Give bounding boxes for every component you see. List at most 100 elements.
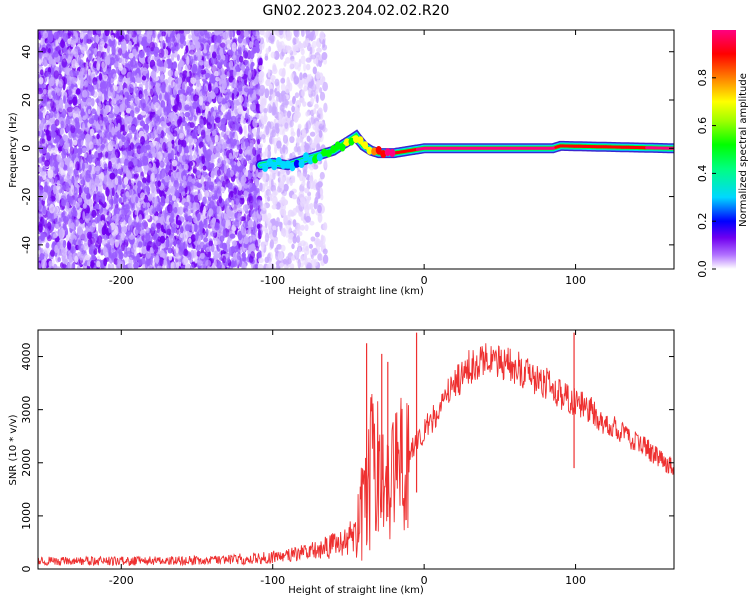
heatmap-cell bbox=[174, 70, 179, 77]
heatmap-cell bbox=[199, 252, 205, 260]
heatmap-cell bbox=[167, 30, 171, 38]
heatmap-cell bbox=[213, 42, 219, 50]
heatmap-cell bbox=[98, 103, 102, 109]
heatmap-cell bbox=[213, 123, 217, 129]
heatmap-cell bbox=[176, 54, 180, 62]
heatmap-cell bbox=[211, 129, 217, 136]
heatmap-cell bbox=[173, 61, 177, 68]
heatmap-cell bbox=[91, 135, 98, 145]
heatmap-cell bbox=[184, 30, 191, 35]
heatmap-cell bbox=[160, 195, 165, 206]
heatmap-cell bbox=[175, 197, 181, 203]
heatmap-cell bbox=[91, 108, 97, 115]
heatmap-cell bbox=[255, 232, 259, 239]
heatmap-cell bbox=[238, 95, 244, 103]
heatmap-cell bbox=[238, 46, 243, 57]
heatmap-cell bbox=[123, 176, 129, 186]
heatmap-cell bbox=[176, 228, 180, 235]
heatmap-cell bbox=[90, 260, 95, 269]
heatmap-cell bbox=[38, 181, 41, 188]
heatmap-cell bbox=[90, 243, 95, 252]
heatmap-cell bbox=[111, 243, 115, 249]
heatmap-cell bbox=[38, 119, 42, 125]
heatmap-cell bbox=[201, 103, 206, 111]
heatmap-cell bbox=[159, 160, 165, 168]
heatmap-cell bbox=[103, 130, 107, 136]
heatmap-cell bbox=[130, 239, 134, 249]
heatmap-cell bbox=[226, 43, 230, 49]
heatmap-cell bbox=[205, 101, 210, 107]
heatmap-cell bbox=[178, 60, 185, 68]
heatmap-cell bbox=[196, 154, 202, 163]
heatmap-cell bbox=[101, 93, 105, 103]
heatmap-cell bbox=[258, 57, 263, 67]
heatmap-cell bbox=[87, 68, 91, 77]
heatmap-cell bbox=[99, 259, 105, 269]
heatmap-cell bbox=[68, 152, 73, 159]
heatmap-cell bbox=[91, 255, 97, 261]
heatmap-cell bbox=[255, 245, 259, 252]
heatmap-cell bbox=[120, 157, 125, 164]
heatmap-cell bbox=[38, 93, 42, 103]
heatmap-cell bbox=[214, 134, 219, 143]
heatmap-cell bbox=[84, 153, 87, 158]
heatmap-cell bbox=[181, 94, 186, 104]
heatmap-cell bbox=[143, 152, 149, 158]
heatmap-cell bbox=[161, 40, 165, 47]
heatmap-cell bbox=[204, 109, 209, 115]
heatmap-cell bbox=[170, 185, 176, 196]
heatmap-cell bbox=[145, 226, 150, 234]
heatmap-cell bbox=[140, 39, 147, 47]
heatmap-cell bbox=[120, 56, 125, 65]
heatmap-cell bbox=[41, 259, 47, 269]
heatmap-cell bbox=[243, 255, 247, 262]
heatmap-cell bbox=[165, 238, 170, 249]
heatmap-cell bbox=[75, 129, 82, 138]
heatmap-cell bbox=[105, 187, 110, 197]
heatmap-cell bbox=[192, 250, 198, 258]
heatmap-cell bbox=[69, 138, 73, 149]
heatmap-cell bbox=[171, 246, 175, 255]
heatmap-cell bbox=[75, 202, 80, 209]
heatmap-cell bbox=[62, 134, 69, 142]
heatmap-cell bbox=[150, 88, 153, 96]
heatmap-cell bbox=[68, 130, 72, 140]
heatmap-cell bbox=[179, 30, 185, 34]
heatmap-cell bbox=[234, 131, 238, 141]
heatmap-cell bbox=[203, 237, 209, 243]
heatmap-cell bbox=[82, 242, 89, 251]
heatmap-cell bbox=[179, 182, 183, 189]
heatmap-cell bbox=[243, 190, 248, 198]
heatmap-cell bbox=[160, 130, 164, 139]
heatmap-cell bbox=[216, 205, 222, 216]
heatmap-cell bbox=[232, 30, 236, 38]
heatmap-cell bbox=[58, 64, 62, 75]
heatmap-cell bbox=[249, 115, 253, 121]
heatmap-cell bbox=[184, 145, 190, 155]
heatmap-cell bbox=[66, 106, 73, 113]
heatmap-cell bbox=[54, 119, 60, 127]
heatmap-cell bbox=[180, 265, 186, 269]
heatmap-cell bbox=[215, 76, 220, 82]
heatmap-cell bbox=[94, 230, 99, 239]
heatmap-cell bbox=[182, 117, 186, 124]
heatmap-cell bbox=[214, 238, 220, 245]
heatmap-cell bbox=[184, 262, 191, 269]
heatmap-cell bbox=[155, 82, 161, 89]
heatmap-cell bbox=[167, 69, 174, 77]
heatmap-cell bbox=[38, 59, 42, 66]
heatmap-cell bbox=[65, 201, 70, 210]
heatmap-cell bbox=[51, 221, 55, 232]
heatmap-cell bbox=[246, 35, 250, 44]
heatmap-cell bbox=[57, 257, 61, 263]
heatmap-cell bbox=[111, 187, 115, 197]
heatmap-cell bbox=[135, 105, 141, 113]
heatmap-cell bbox=[246, 229, 252, 235]
heatmap-cell bbox=[153, 168, 158, 175]
heatmap-cell bbox=[256, 223, 263, 229]
heatmap-cell bbox=[143, 164, 149, 171]
heatmap-cell bbox=[243, 125, 247, 134]
heatmap-cell bbox=[139, 120, 145, 127]
heatmap-cell bbox=[155, 141, 160, 151]
